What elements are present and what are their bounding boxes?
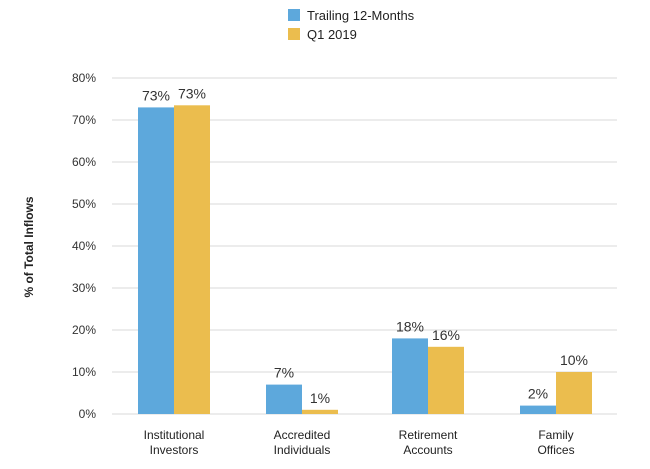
legend-swatch	[288, 9, 300, 21]
category-label: Offices	[537, 443, 574, 457]
legend-label: Trailing 12-Months	[307, 8, 415, 23]
data-label: 1%	[310, 390, 330, 406]
bar	[174, 105, 210, 415]
category-label: Institutional	[144, 428, 205, 442]
y-tick-label: 0%	[79, 407, 97, 421]
bar	[392, 338, 428, 414]
data-label: 73%	[178, 85, 206, 101]
y-tick-label: 80%	[72, 71, 96, 85]
data-label: 2%	[528, 386, 548, 402]
y-tick-label: 30%	[72, 281, 96, 295]
y-tick-label: 70%	[72, 113, 96, 127]
category-label: Family	[538, 428, 573, 442]
data-label: 10%	[560, 352, 588, 368]
y-tick-label: 20%	[72, 323, 96, 337]
bar	[138, 107, 174, 415]
y-tick-label: 10%	[72, 365, 96, 379]
category-label: Retirement	[399, 428, 458, 442]
bar	[428, 346, 464, 414]
y-tick-label: 40%	[72, 239, 96, 253]
bars	[138, 105, 592, 415]
legend-label: Q1 2019	[307, 27, 357, 42]
legend: Trailing 12-Months Q1 2019	[288, 8, 415, 42]
y-tick-label: 60%	[72, 155, 96, 169]
bar	[556, 372, 592, 414]
data-labels: 73% 7% 18% 2% 73% 1% 16% 10%	[142, 85, 588, 406]
data-label: 73%	[142, 87, 170, 103]
legend-swatch	[288, 28, 300, 40]
data-label: 7%	[274, 365, 294, 381]
category-label: Individuals	[274, 443, 331, 457]
data-label: 16%	[432, 327, 460, 343]
y-axis-ticks: 0% 10% 20% 30% 40% 50% 60% 70% 80%	[72, 71, 96, 421]
bar	[266, 384, 302, 414]
bar	[520, 405, 556, 414]
y-tick-label: 50%	[72, 197, 96, 211]
category-label: Accredited	[274, 428, 331, 442]
data-label: 18%	[396, 318, 424, 334]
category-label: Investors	[150, 443, 199, 457]
category-label: Accounts	[403, 443, 452, 457]
y-axis-title: % of Total Inflows	[22, 196, 36, 297]
bar	[302, 409, 338, 414]
